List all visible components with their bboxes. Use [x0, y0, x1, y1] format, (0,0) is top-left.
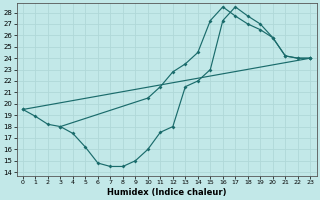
X-axis label: Humidex (Indice chaleur): Humidex (Indice chaleur): [107, 188, 226, 197]
